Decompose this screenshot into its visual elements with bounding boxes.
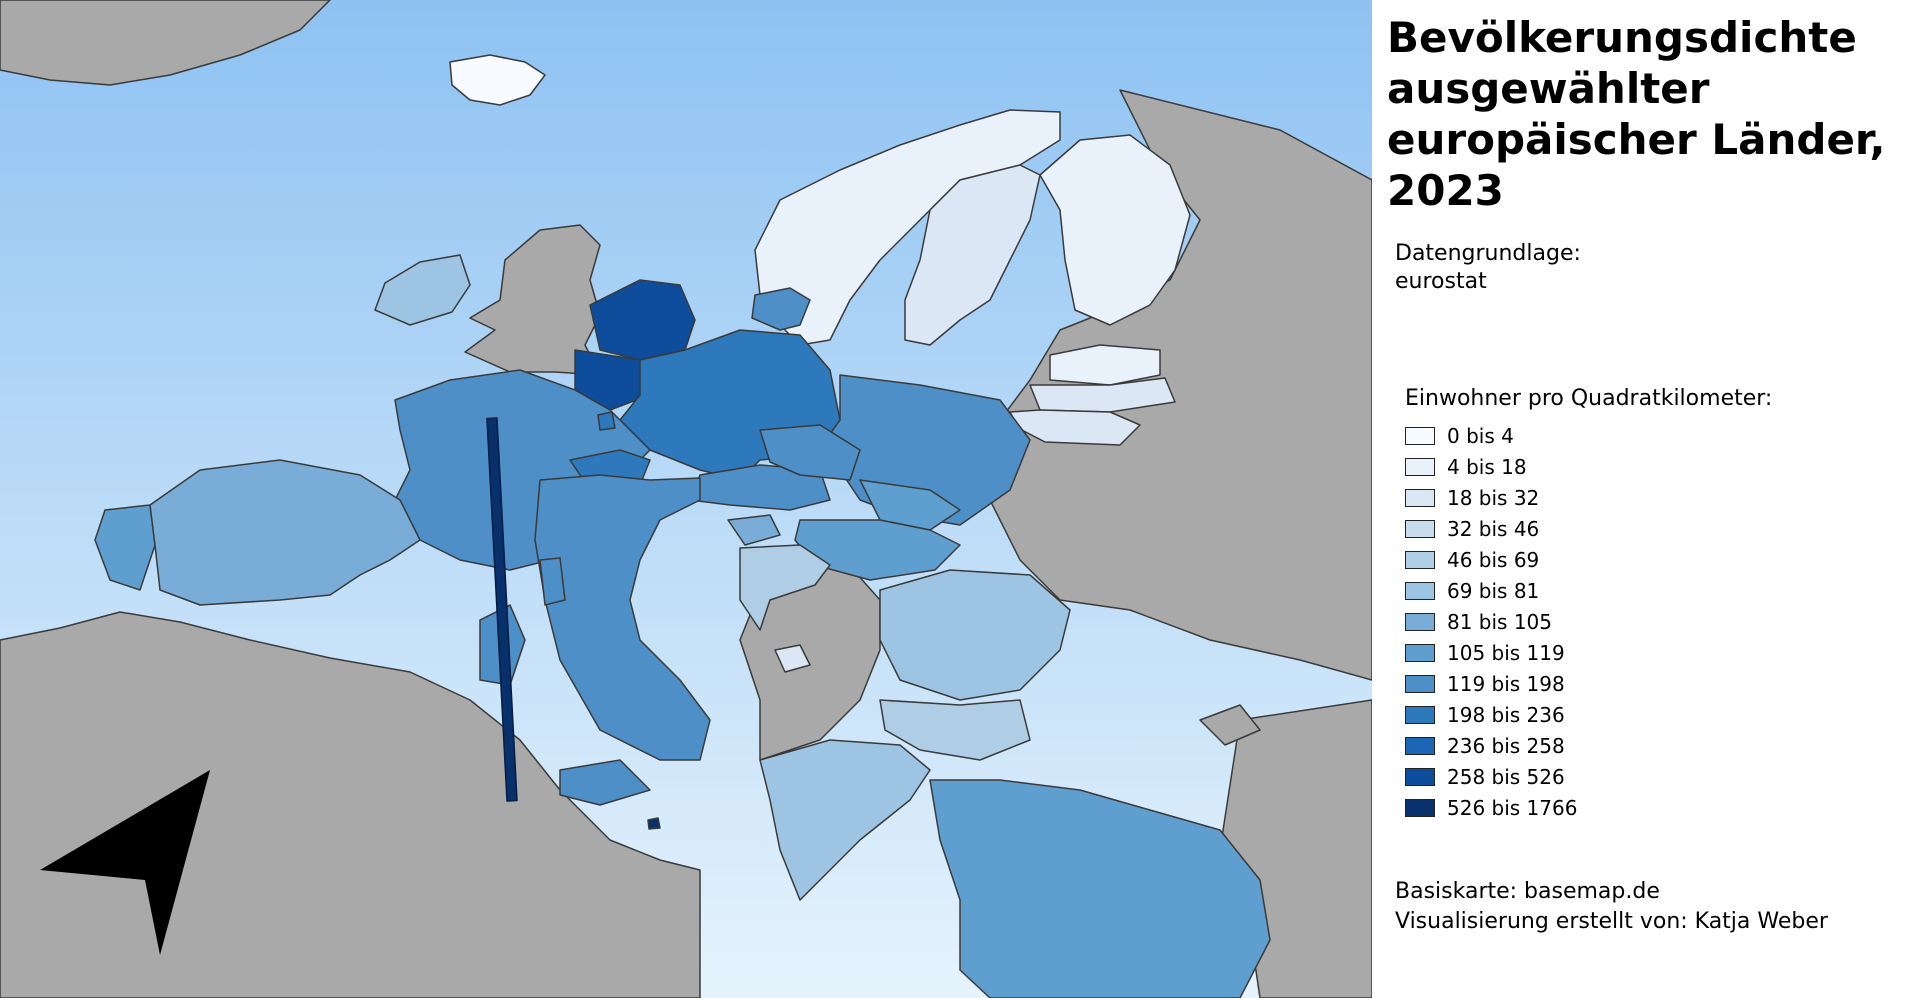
basemap-credit: Basiskarte: basemap.de: [1395, 879, 1660, 904]
country-romania: [879, 569, 1071, 701]
country-turkey: [929, 779, 1271, 998]
legend-item: 0 bis 4: [1405, 420, 1577, 451]
legend-swatch: [1405, 767, 1435, 786]
legend-label: 119 bis 198: [1447, 671, 1565, 696]
legend-swatch: [1405, 426, 1435, 445]
country-luxembourg: [597, 411, 616, 431]
country-malta: [647, 817, 661, 830]
legend-swatch: [1405, 550, 1435, 569]
country-estonia: [1049, 344, 1161, 386]
country-italy-sicily: [559, 759, 651, 806]
legend-swatch: [1405, 488, 1435, 507]
legend-swatch: [1405, 612, 1435, 631]
country-slovakia: [859, 479, 961, 531]
data-source-value: eurostat: [1395, 269, 1487, 294]
country-slovenia: [727, 514, 781, 546]
legend-label: 258 bis 526: [1447, 764, 1565, 789]
malta-density-pillar: [486, 417, 518, 802]
legend-item: 18 bis 32: [1405, 482, 1577, 513]
legend-swatch: [1405, 581, 1435, 600]
legend-item: 105 bis 119: [1405, 637, 1577, 668]
legend-label: 105 bis 119: [1447, 640, 1565, 665]
country-spain: [149, 459, 421, 606]
legend-item: 119 bis 198: [1405, 668, 1577, 699]
country-bulgaria: [879, 699, 1031, 761]
country-denmark: [751, 287, 811, 331]
balkans-other: [739, 549, 881, 761]
legend-item: 258 bis 526: [1405, 761, 1577, 792]
author-credit: Visualisierung erstellt von: Katja Weber: [1395, 909, 1828, 934]
country-belgium: [574, 349, 651, 411]
north-africa: [0, 611, 701, 998]
legend-item: 46 bis 69: [1405, 544, 1577, 575]
map-title: Bevölkerungsdichte ausgewählter europäis…: [1387, 13, 1886, 215]
country-italy: [534, 474, 711, 761]
legend-panel: Bevölkerungsdichte ausgewählter europäis…: [1372, 0, 1920, 998]
legend-title: Einwohner pro Quadratkilometer:: [1405, 386, 1773, 411]
legend-swatch: [1405, 674, 1435, 693]
legend-item: 236 bis 258: [1405, 730, 1577, 761]
country-greece: [759, 739, 931, 901]
legend-label: 18 bis 32: [1447, 485, 1540, 510]
legend-item: 69 bis 81: [1405, 575, 1577, 606]
legend-swatch: [1405, 736, 1435, 755]
country-croatia: [739, 544, 831, 631]
legend-item: 198 bis 236: [1405, 699, 1577, 730]
legend-label: 46 bis 69: [1447, 547, 1540, 572]
country-ireland: [374, 254, 471, 326]
legend-swatch: [1405, 705, 1435, 724]
country-corsica: [539, 557, 566, 606]
legend-swatch: [1405, 457, 1435, 476]
legend-label: 0 bis 4: [1447, 423, 1514, 448]
legend-swatch: [1405, 798, 1435, 817]
legend: 0 bis 4 4 bis 18 18 bis 32 32 bis 46 46 bis …: [1405, 420, 1577, 823]
legend-swatch: [1405, 643, 1435, 662]
north-arrow-icon: [40, 770, 210, 955]
legend-label: 69 bis 81: [1447, 578, 1540, 603]
legend-label: 198 bis 236: [1447, 702, 1565, 727]
cyprus: [1199, 704, 1261, 746]
data-source: Datengrundlage: eurostat: [1395, 240, 1581, 296]
country-finland: [1039, 134, 1191, 326]
legend-swatch: [1405, 519, 1435, 538]
data-source-label: Datengrundlage:: [1395, 241, 1581, 266]
map-canvas: [0, 0, 1372, 998]
legend-label: 526 bis 1766: [1447, 795, 1578, 820]
legend-item: 81 bis 105: [1405, 606, 1577, 637]
country-iceland: [449, 54, 546, 106]
country-czechia: [759, 424, 861, 481]
legend-label: 81 bis 105: [1447, 609, 1553, 634]
country-netherlands: [589, 279, 696, 361]
legend-item: 4 bis 18: [1405, 451, 1577, 482]
map-view[interactable]: [0, 0, 1372, 998]
legend-label: 32 bis 46: [1447, 516, 1540, 541]
greenland: [0, 0, 331, 86]
country-sweden: [904, 164, 1041, 346]
legend-label: 236 bis 258: [1447, 733, 1565, 758]
legend-item: 526 bis 1766: [1405, 792, 1577, 823]
legend-label: 4 bis 18: [1447, 454, 1527, 479]
country-montenegro: [774, 644, 811, 673]
credits: Basiskarte: basemap.de Visualisierung er…: [1395, 877, 1828, 937]
legend-item: 32 bis 46: [1405, 513, 1577, 544]
